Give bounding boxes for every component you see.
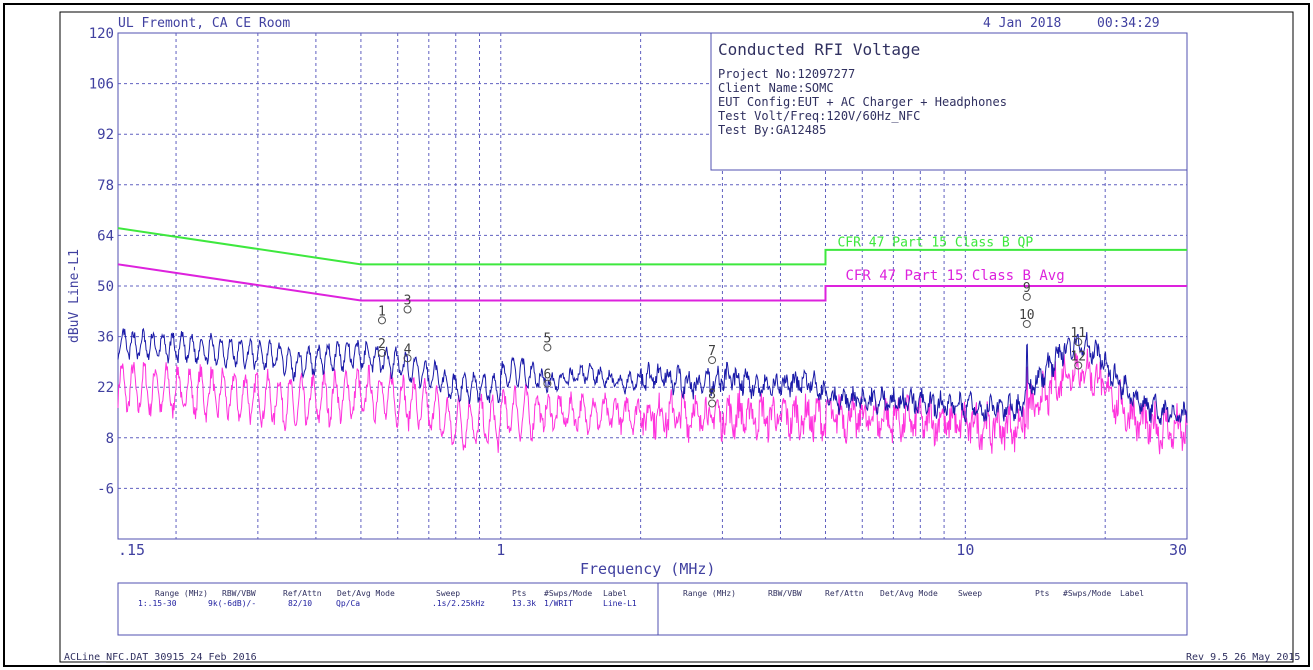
marker-6-label: 6	[543, 368, 551, 383]
marker-1-label: 1	[378, 304, 386, 319]
avg-limit-line	[117, 263, 1187, 302]
settings-header: Ref/Attn	[825, 589, 864, 598]
x-tick-label: .15	[118, 541, 145, 559]
qp-limit-label: CFR 47 Part 15 Class B QP	[837, 236, 1033, 251]
info-line-testby: Test By:GA12485	[718, 123, 826, 137]
marker-10-symbol	[1022, 319, 1031, 328]
limit-line-labels: CFR 47 Part 15 Class B QP CFR 47 Part 15 …	[837, 236, 1064, 285]
settings-header: Label	[1120, 589, 1144, 598]
y-tick-labels: 120 106 92 78 64 50 36 22 8 -6	[89, 26, 114, 497]
marker-11-symbol	[1074, 338, 1083, 347]
info-line-project: Project No:12097277	[718, 67, 855, 81]
settings-header: #Swps/Mode	[544, 589, 592, 598]
marker-5-label: 5	[543, 331, 551, 346]
report-time: 00:34:29	[1097, 16, 1160, 31]
settings-table-border	[117, 582, 1188, 636]
marker-11-label: 11	[1070, 326, 1086, 341]
settings-value: 1/WRIT	[544, 599, 573, 608]
avg-trace	[117, 348, 1188, 455]
info-box: Conducted RFI Voltage Project No:1209727…	[710, 32, 1188, 171]
marker-5-symbol	[543, 343, 552, 352]
settings-header: Det/Avg Mode	[337, 589, 395, 598]
outer-frame	[3, 3, 1310, 667]
limit-lines	[117, 227, 1187, 302]
marker-3-symbol	[403, 305, 412, 314]
y-tick-label: 36	[97, 330, 114, 346]
info-line-voltfreq: Test Volt/Freq:120V/60Hz_NFC	[718, 109, 920, 123]
settings-header: RBW/VBW	[768, 589, 802, 598]
settings-header: #Swps/Mode	[1063, 589, 1111, 598]
info-title: Conducted RFI Voltage	[718, 40, 920, 59]
info-box-border	[710, 32, 1188, 171]
settings-value: Line-L1	[603, 599, 637, 608]
y-tick-label: 106	[89, 77, 114, 93]
settings-value: Qp/Ca	[336, 599, 360, 608]
inner-frame	[59, 11, 1294, 663]
x-tick-labels: .15 1 10 30	[118, 541, 1187, 559]
y-tick-label: 120	[89, 26, 114, 42]
info-line-eut: EUT Config:EUT + AC Charger + Headphones	[718, 95, 1007, 109]
y-tick-label: 8	[106, 431, 114, 447]
marker-7-symbol	[708, 356, 717, 365]
marker-2-label: 2	[378, 337, 386, 352]
marker-10-label: 10	[1019, 308, 1035, 323]
marker-12-symbol	[1074, 361, 1083, 370]
marker-12-label: 12	[1070, 350, 1086, 365]
settings-value: .1s/2.25kHz	[432, 599, 485, 608]
settings-header: Range (MHz)	[683, 589, 736, 598]
marker-4-label: 4	[404, 342, 412, 357]
marker-9-symbol	[1022, 292, 1031, 301]
avg-limit-label: CFR 47 Part 15 Class B Avg	[845, 268, 1064, 284]
measurement-traces	[117, 327, 1188, 455]
marker-3-label: 3	[404, 293, 412, 308]
settings-header: Pts	[1035, 589, 1050, 598]
x-tick-label: 10	[956, 541, 974, 559]
y-tick-label: 22	[97, 380, 114, 396]
settings-header: Sweep	[958, 589, 982, 598]
settings-value: 13.3k	[512, 599, 536, 608]
settings-header: Label	[603, 589, 627, 598]
marker-4-symbol	[403, 354, 412, 363]
qp-trace	[117, 327, 1188, 425]
y-axis-label: dBuV Line-L1	[67, 249, 82, 343]
marker-9-label: 9	[1023, 281, 1031, 296]
x-tick-label: 30	[1169, 541, 1187, 559]
marker-8-symbol	[708, 399, 717, 408]
y-tick-label: 78	[97, 178, 114, 194]
marker-1-symbol	[377, 316, 386, 325]
qp-limit-line	[117, 227, 1187, 266]
marker-2-symbol	[377, 348, 386, 357]
settings-header: Pts	[512, 589, 527, 598]
footer-data-file: ACLine_NFC.DAT 30915 24 Feb 2016	[64, 652, 257, 663]
settings-value: 1:.15-30	[138, 599, 177, 608]
settings-right-block: Range (MHz) RBW/VBW Ref/Attn Det/Avg Mode Sw…	[683, 589, 1144, 598]
marker-8-label: 8	[708, 387, 716, 402]
info-line-client: Client Name:SOMC	[718, 81, 834, 95]
settings-header: Range (MHz)	[155, 589, 208, 598]
settings-left-block: Range (MHz) RBW/VBW Ref/Attn Det/Avg Mode Sw…	[138, 589, 637, 608]
footer-revision: Rev 9.5 26 May 2015	[1186, 652, 1300, 663]
settings-header: RBW/VBW	[222, 589, 256, 598]
x-axis-label: Frequency (MHz)	[580, 560, 715, 578]
lab-name: UL Fremont, CA CE Room	[118, 16, 290, 31]
settings-header: Ref/Attn	[283, 589, 322, 598]
settings-header: Sweep	[436, 589, 460, 598]
marker-7-label: 7	[708, 344, 716, 359]
x-tick-label: 1	[496, 541, 505, 559]
settings-table: Range (MHz) RBW/VBW Ref/Attn Det/Avg Mode Sw…	[117, 582, 1188, 636]
settings-header: Det/Avg Mode	[880, 589, 938, 598]
y-tick-label: -6	[97, 481, 114, 497]
y-tick-label: 92	[97, 127, 114, 143]
settings-value: 82/10	[288, 599, 312, 608]
y-tick-label: 50	[97, 279, 114, 295]
marker-6-symbol	[543, 379, 552, 388]
y-tick-label: 64	[97, 228, 114, 244]
settings-value: 9k(-6dB)/-	[208, 599, 256, 608]
report-date: 4 Jan 2018	[983, 16, 1061, 31]
